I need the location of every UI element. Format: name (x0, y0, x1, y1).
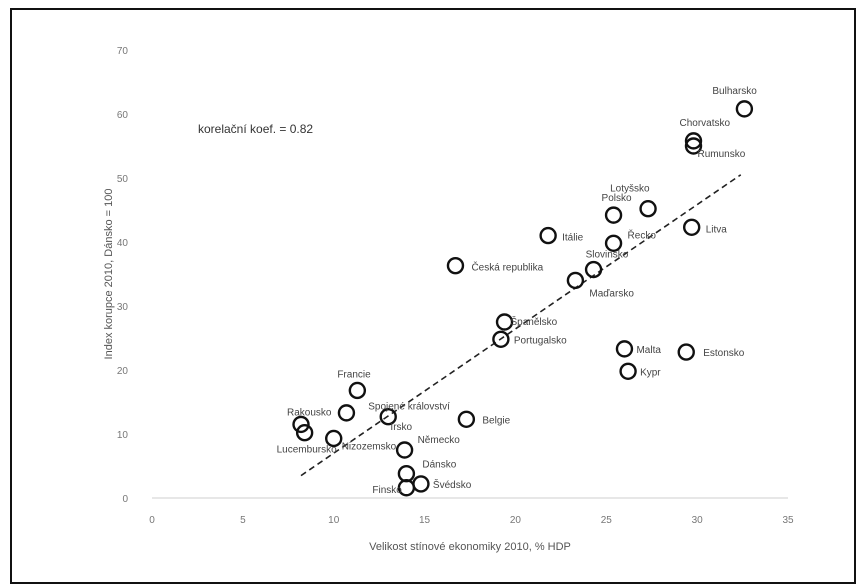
y-tick-label: 40 (117, 238, 129, 249)
data-point-label: Česká republika (471, 261, 543, 274)
y-tick-label: 10 (117, 430, 129, 441)
data-point (604, 206, 623, 224)
y-tick-label: 20 (117, 366, 129, 377)
chart-frame (10, 8, 856, 584)
y-axis-title: Index korupce 2010, Dánsko = 100 (103, 189, 115, 360)
data-point-label: Chorvatsko (680, 118, 731, 129)
y-tick-label: 30 (117, 302, 129, 313)
axes-group: 0 5 10 15 20 25 30 35 0 10 20 30 40 50 60 70 (117, 46, 794, 526)
data-point-label: Řecko (628, 228, 657, 241)
data-point (684, 137, 703, 155)
y-tick-label: 50 (117, 174, 129, 185)
data-point-label: Lotyšsko (610, 184, 650, 195)
data-point (677, 343, 695, 361)
data-point (325, 429, 343, 448)
data-point-label: Německo (418, 435, 461, 446)
data-point-label: Nizozemsko (342, 441, 397, 452)
x-axis-title: Velikost stínové ekonomiky 2010, % HDP (369, 541, 571, 553)
data-point-label: Malta (636, 345, 661, 356)
y-tick-label: 0 (122, 494, 128, 505)
data-point (682, 218, 701, 236)
points-group (292, 100, 754, 497)
data-point (397, 464, 416, 483)
data-point-label: Slovinsko (586, 250, 629, 261)
data-point (397, 479, 416, 497)
data-point (348, 381, 367, 400)
x-tick-label: 15 (419, 515, 431, 526)
x-tick-label: 20 (510, 515, 522, 526)
data-point (495, 313, 514, 331)
data-point-label: Estonsko (703, 348, 745, 359)
y-tick-label: 60 (117, 110, 129, 121)
data-point-label: Polsko (602, 193, 632, 204)
x-tick-label: 10 (328, 515, 340, 526)
data-point-label: Irsko (390, 422, 412, 433)
x-tick-label: 5 (240, 515, 246, 526)
x-tick-label: 30 (692, 515, 704, 526)
data-point (684, 132, 703, 150)
data-point (604, 234, 623, 252)
data-point (295, 424, 314, 442)
data-point (446, 256, 465, 275)
data-point (337, 404, 356, 422)
data-point-label: Lucembursko (277, 445, 337, 456)
data-point (539, 226, 557, 245)
data-point (395, 441, 414, 459)
data-point-label: Rumunsko (698, 149, 746, 160)
data-point-label: Francie (337, 369, 371, 380)
data-point-label: Dánsko (422, 460, 456, 471)
data-point-label: Itálie (562, 233, 584, 244)
data-point (584, 260, 603, 279)
data-point-label: Španělsko (511, 315, 558, 328)
data-point (566, 271, 585, 290)
x-tick-label: 35 (782, 515, 794, 526)
data-point (457, 410, 476, 428)
data-point (412, 475, 430, 493)
data-point (735, 100, 754, 118)
correlation-annotation: korelační koef. = 0.82 (198, 122, 313, 136)
trendline (300, 174, 742, 477)
data-point (639, 200, 657, 218)
data-point-label: Bulharsko (712, 86, 757, 97)
y-tick-label: 70 (117, 46, 129, 57)
trendline-group (300, 174, 742, 477)
x-tick-label: 0 (149, 515, 155, 526)
y-axis-title-group: Index korupce 2010, Dánsko = 100 (103, 189, 115, 360)
point-labels-group: Bulharsko Chorvatsko Rumunsko LotyšskoPolsk… (277, 86, 758, 496)
data-point-label: Spojené království (368, 402, 450, 413)
data-point (615, 340, 634, 358)
data-point-label: Maďarsko (589, 288, 634, 299)
data-point-label: Švédsko (433, 478, 472, 491)
data-point (492, 330, 510, 348)
data-point (292, 415, 310, 434)
data-point-label: Belgie (482, 415, 510, 426)
data-point-label: Finsko (372, 485, 402, 496)
x-tick-label: 25 (601, 515, 613, 526)
data-point (379, 408, 397, 426)
data-point-label: Portugalsko (514, 335, 567, 346)
data-point-label: Litva (706, 224, 728, 235)
data-point (619, 362, 637, 380)
data-point-label: Rakousko (287, 407, 332, 418)
data-point-label: Kypr (640, 367, 661, 378)
